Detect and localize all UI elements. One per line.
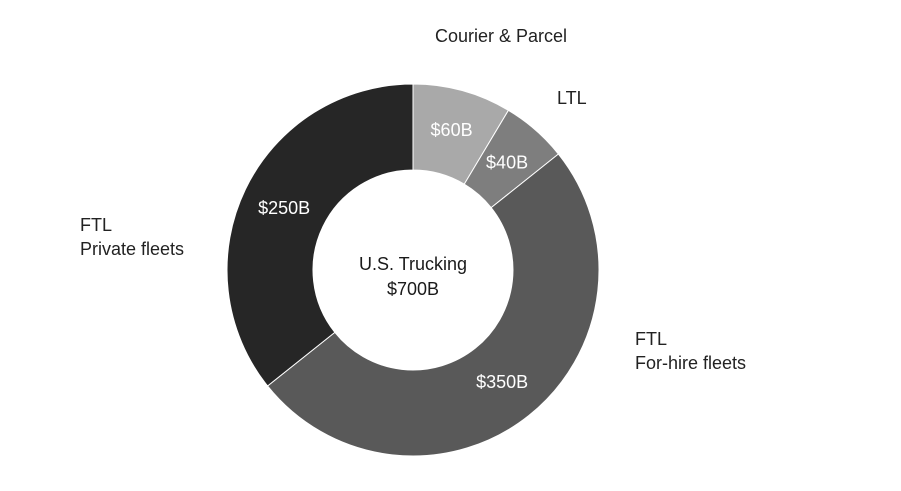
value-label: $350B — [476, 372, 528, 392]
category-label: Courier & Parcel — [435, 26, 567, 46]
donut-slices — [226, 83, 600, 457]
center-label-line: $700B — [387, 279, 439, 299]
center-label-line: U.S. Trucking — [359, 254, 467, 274]
center-label: U.S. Trucking $700B — [359, 254, 467, 299]
category-label-line: Private fleets — [80, 239, 184, 259]
value-label: $60B — [431, 120, 473, 140]
category-label: FTL Private fleets — [80, 215, 184, 259]
category-label-line: LTL — [557, 88, 587, 108]
slice-ftl-for-hire-fleets — [266, 153, 600, 457]
value-label: $40B — [486, 152, 528, 172]
category-label-line: For-hire fleets — [635, 353, 746, 373]
category-label: FTL For-hire fleets — [635, 329, 746, 373]
category-label: LTL — [557, 88, 587, 108]
value-label: $250B — [258, 198, 310, 218]
slice-ftl-private-fleets — [226, 83, 414, 387]
value-labels: $60B $40B $350B $250B — [258, 120, 528, 392]
category-label-line: FTL — [635, 329, 667, 349]
category-label-line: Courier & Parcel — [435, 26, 567, 46]
category-label-line: FTL — [80, 215, 112, 235]
